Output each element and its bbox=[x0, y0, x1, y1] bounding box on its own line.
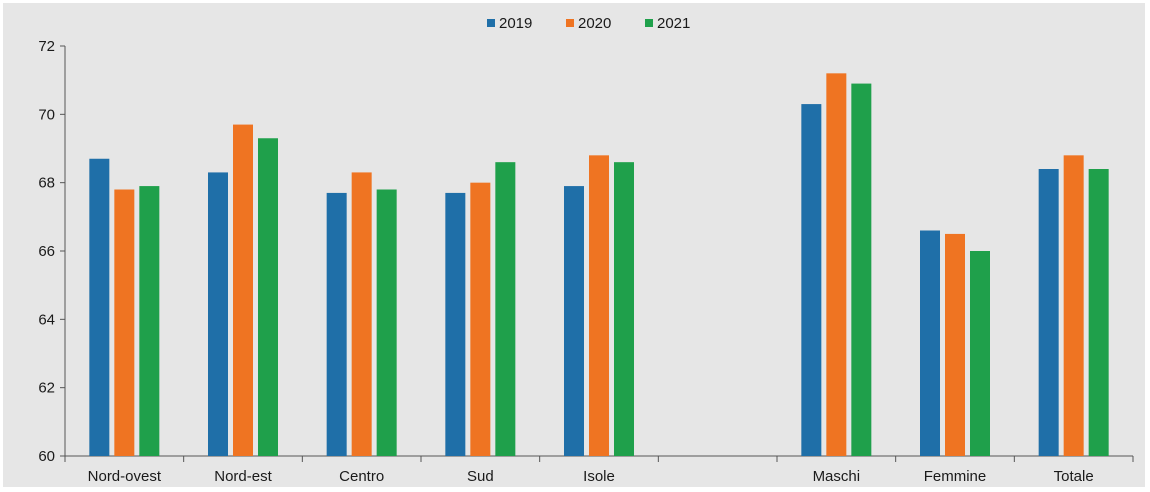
bar-2021-nord-ovest bbox=[139, 186, 159, 456]
bar-2019-nord-ovest bbox=[89, 159, 109, 456]
bar-2019-sud bbox=[445, 193, 465, 456]
bar-2020-nord-ovest bbox=[114, 190, 134, 457]
bar-2020-centro bbox=[352, 172, 372, 456]
bar-2021-isole bbox=[614, 162, 634, 456]
x-tick-label: Nord-ovest bbox=[88, 468, 162, 485]
x-tick-label: Centro bbox=[339, 468, 384, 485]
legend-swatch bbox=[566, 19, 574, 27]
y-tick-label: 60 bbox=[38, 448, 55, 465]
axes: 60 62 64 66 68 70 72 bbox=[38, 38, 1133, 465]
bar-2019-centro bbox=[327, 193, 347, 456]
legend-swatch bbox=[487, 19, 495, 27]
y-tick-label: 66 bbox=[38, 243, 55, 260]
legend: 2019 2020 2021 bbox=[487, 15, 690, 32]
bar-2021-totale bbox=[1089, 169, 1109, 456]
bar-2020-totale bbox=[1064, 155, 1084, 456]
bar-2021-femmine bbox=[970, 251, 990, 456]
y-tick-label: 72 bbox=[38, 38, 55, 55]
bar-2021-centro bbox=[377, 190, 397, 457]
x-tick-label: Sud bbox=[467, 468, 494, 485]
bar-2019-nord-est bbox=[208, 172, 228, 456]
bar-2020-femmine bbox=[945, 234, 965, 456]
y-tick-label: 64 bbox=[38, 311, 55, 328]
x-tick-labels: Nord-ovest Nord-est Centro Sud Isole Maschi Fe… bbox=[88, 468, 1094, 485]
y-tick-label: 68 bbox=[38, 175, 55, 192]
bar-2019-maschi bbox=[801, 104, 821, 456]
legend-label: 2021 bbox=[657, 15, 690, 32]
y-tick-label: 62 bbox=[38, 380, 55, 397]
legend-label: 2019 bbox=[499, 15, 532, 32]
bar-2020-sud bbox=[470, 183, 490, 456]
legend-swatch bbox=[645, 19, 653, 27]
bars bbox=[89, 73, 1108, 456]
y-tick-label: 70 bbox=[38, 106, 55, 123]
bar-2019-femmine bbox=[920, 231, 940, 457]
legend-label: 2020 bbox=[578, 15, 611, 32]
x-tick-label: Maschi bbox=[813, 468, 861, 485]
bar-2021-sud bbox=[495, 162, 515, 456]
bar-2019-isole bbox=[564, 186, 584, 456]
bar-2020-isole bbox=[589, 155, 609, 456]
x-tick-label: Nord-est bbox=[214, 468, 272, 485]
bar-2019-totale bbox=[1039, 169, 1059, 456]
x-tick-label: Isole bbox=[583, 468, 615, 485]
bar-2020-maschi bbox=[826, 73, 846, 456]
bar-2021-nord-est bbox=[258, 138, 278, 456]
x-tick-label: Totale bbox=[1054, 468, 1094, 485]
chart-area: 2019 2020 2021 60 62 64 66 68 70 72 Nord-ovest No… bbox=[3, 3, 1145, 487]
x-tick-label: Femmine bbox=[924, 468, 987, 485]
bar-2021-maschi bbox=[851, 84, 871, 456]
bar-2020-nord-est bbox=[233, 125, 253, 456]
